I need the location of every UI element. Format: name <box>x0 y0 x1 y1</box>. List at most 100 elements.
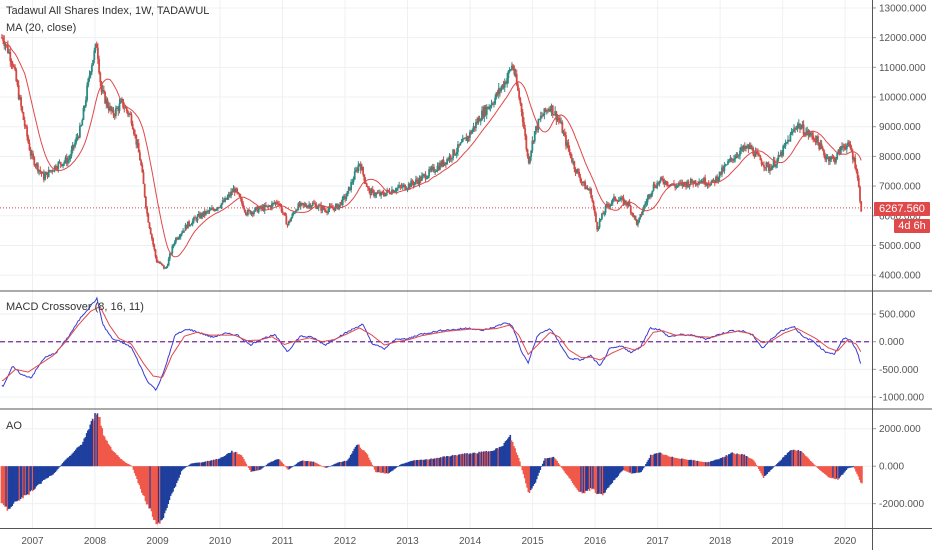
candle-body <box>597 227 600 230</box>
candle-body <box>99 72 102 83</box>
candle-body <box>35 163 38 166</box>
candle-body <box>229 194 231 196</box>
macd-pane[interactable] <box>0 296 872 392</box>
grid <box>0 0 872 528</box>
candle-body <box>284 212 287 216</box>
ma-indicator-label[interactable]: MA (20, close) <box>6 22 77 34</box>
candle-body <box>371 189 374 191</box>
macd-indicator-label[interactable]: MACD Crossover (8, 16, 11) <box>6 301 144 313</box>
candle-body <box>213 209 216 211</box>
ao-bar <box>299 461 302 467</box>
ao-bar <box>655 453 658 467</box>
ao-bar <box>83 438 86 467</box>
ao-bar <box>215 458 218 467</box>
candle-body <box>459 142 462 146</box>
ao-bar <box>499 446 502 467</box>
candle-body <box>791 131 794 133</box>
candle-body <box>105 99 108 104</box>
candle-body <box>598 220 601 228</box>
ao-bar <box>679 458 682 467</box>
candle-body <box>759 155 762 161</box>
ao-bar <box>583 466 586 494</box>
ao-bar <box>625 466 628 472</box>
candle-body <box>853 157 855 160</box>
candle-body <box>821 147 824 151</box>
x-tick-label: 2007 <box>21 536 44 547</box>
candle-body <box>502 84 505 88</box>
candle-body <box>463 138 465 140</box>
candle-body <box>511 65 513 70</box>
ao-bar <box>5 466 8 507</box>
candle-body <box>42 172 45 180</box>
candle-body <box>715 176 717 183</box>
ao-bar <box>565 466 568 475</box>
ao-bar <box>802 453 804 467</box>
ao-indicator-label[interactable]: AO <box>6 420 22 432</box>
ao-bar <box>137 466 140 484</box>
candle-body <box>368 187 371 190</box>
candle-body <box>639 214 642 218</box>
ao-bar <box>298 462 300 467</box>
candle-body <box>356 169 359 172</box>
candle-body <box>764 167 767 169</box>
price-pane[interactable] <box>0 34 872 270</box>
ao-bar <box>535 466 538 480</box>
ao-bar <box>33 466 35 490</box>
ao-bar <box>431 458 434 467</box>
candle-body <box>729 157 732 161</box>
ao-bar <box>409 461 412 467</box>
ao-bar <box>453 455 455 467</box>
candle-body <box>452 149 455 159</box>
ao-bar <box>665 454 668 467</box>
ao-bar <box>461 453 464 467</box>
ma-line[interactable] <box>1 37 862 258</box>
candle-body <box>836 152 839 159</box>
candle-body <box>355 169 357 172</box>
ao-bar <box>438 457 441 467</box>
candle-body <box>722 167 725 171</box>
ao-bar <box>735 454 737 467</box>
candle-body <box>839 146 842 155</box>
ao-bar <box>837 466 839 480</box>
candle-body <box>425 178 428 180</box>
candle-body <box>349 187 351 191</box>
candle-body <box>581 181 584 184</box>
ao-bar <box>312 461 315 467</box>
candle-body <box>100 82 103 92</box>
y-tick-label: 2000.000 <box>879 424 921 435</box>
candle-body <box>657 182 660 184</box>
candle-body <box>496 92 499 95</box>
candle-body <box>190 224 193 226</box>
ao-bar <box>624 466 627 471</box>
candle-body <box>604 205 607 213</box>
ao-bar <box>402 463 405 467</box>
ao-bar <box>223 456 226 467</box>
ao-bar <box>36 466 39 486</box>
candle-body <box>641 210 644 215</box>
ao-bar <box>233 452 236 467</box>
candle-body <box>838 149 841 155</box>
ao-bar <box>645 463 647 467</box>
ao-pane[interactable] <box>0 413 863 525</box>
ao-bar <box>101 428 104 467</box>
candle-body <box>749 145 752 149</box>
ao-bar <box>557 463 560 467</box>
ao-bar <box>142 466 144 496</box>
ao-bar <box>618 466 621 474</box>
y-tick-label: 13000.000 <box>879 3 927 14</box>
ao-bar <box>149 466 152 509</box>
macd-signal-line[interactable] <box>1 306 862 381</box>
candle-body <box>299 202 302 207</box>
candle-body <box>62 163 64 167</box>
candle-body <box>33 157 36 166</box>
ao-bar <box>192 463 195 467</box>
candle-body <box>194 217 197 219</box>
candle-body <box>149 228 152 235</box>
ao-bar <box>712 460 714 467</box>
ao-bar <box>781 457 784 467</box>
macd-fast-line[interactable] <box>1 296 862 392</box>
ao-bar <box>696 460 699 467</box>
candle-body <box>110 106 112 111</box>
ao-bar <box>359 447 362 467</box>
candle-body <box>659 177 662 181</box>
